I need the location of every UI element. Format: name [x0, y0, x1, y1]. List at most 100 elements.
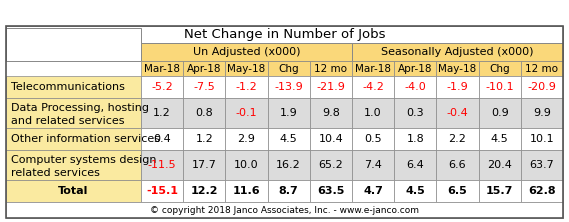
Bar	[521, 98, 563, 128]
Bar	[436, 61, 479, 76]
Bar	[310, 150, 352, 180]
Text: 20.4: 20.4	[487, 160, 512, 170]
Bar	[521, 76, 563, 98]
Text: -15.1: -15.1	[146, 186, 178, 196]
Text: 63.5: 63.5	[317, 186, 345, 196]
Text: 2.9: 2.9	[238, 134, 255, 144]
Text: 11.6: 11.6	[233, 186, 260, 196]
Text: 62.8: 62.8	[528, 186, 556, 196]
Bar	[6, 28, 141, 61]
Bar	[6, 150, 141, 180]
Text: 63.7: 63.7	[530, 160, 554, 170]
Text: 0.8: 0.8	[195, 108, 213, 118]
Text: -10.1: -10.1	[485, 82, 514, 92]
Text: 0.3: 0.3	[406, 108, 424, 118]
Text: -11.5: -11.5	[148, 160, 176, 170]
Text: Un Adjusted (x000): Un Adjusted (x000)	[193, 47, 300, 57]
Bar	[267, 76, 310, 98]
Text: -21.9: -21.9	[316, 82, 345, 92]
Bar	[225, 98, 267, 128]
Text: related services: related services	[11, 168, 100, 178]
Text: 12 mo: 12 mo	[315, 63, 348, 73]
Bar	[6, 26, 563, 43]
Text: 12 mo: 12 mo	[525, 63, 558, 73]
Bar	[521, 128, 563, 150]
Bar	[6, 202, 563, 218]
Bar	[310, 61, 352, 76]
Text: Apr-18: Apr-18	[398, 63, 432, 73]
Text: Computer systems design: Computer systems design	[11, 155, 156, 165]
Bar	[141, 150, 183, 180]
Bar	[183, 150, 225, 180]
Bar	[6, 76, 141, 98]
Bar	[394, 180, 436, 202]
Bar	[141, 43, 352, 61]
Text: Telecommunications: Telecommunications	[11, 82, 125, 92]
Bar	[310, 76, 352, 98]
Text: -1.2: -1.2	[236, 82, 257, 92]
Text: Chg: Chg	[489, 63, 510, 73]
Text: 17.7: 17.7	[192, 160, 217, 170]
Bar	[436, 98, 479, 128]
Text: 4.5: 4.5	[280, 134, 298, 144]
Bar	[225, 61, 267, 76]
Text: 4.7: 4.7	[363, 186, 383, 196]
Bar	[479, 61, 521, 76]
Bar	[183, 76, 225, 98]
Text: and related services: and related services	[11, 116, 125, 126]
Bar	[521, 61, 563, 76]
Text: 2.2: 2.2	[448, 134, 467, 144]
Text: 9.9: 9.9	[533, 108, 551, 118]
Bar	[141, 61, 183, 76]
Bar	[479, 76, 521, 98]
Text: Mar-18: Mar-18	[144, 63, 180, 73]
Text: -7.5: -7.5	[193, 82, 215, 92]
Bar	[141, 98, 183, 128]
Bar	[479, 150, 521, 180]
Bar	[394, 150, 436, 180]
Text: 0.9: 0.9	[491, 108, 509, 118]
Text: Apr-18: Apr-18	[187, 63, 221, 73]
Bar	[225, 150, 267, 180]
Bar	[352, 61, 394, 76]
Bar	[521, 180, 563, 202]
Text: 6.6: 6.6	[449, 160, 467, 170]
Text: -13.9: -13.9	[274, 82, 303, 92]
Text: 1.0: 1.0	[364, 108, 382, 118]
Text: -4.2: -4.2	[362, 82, 384, 92]
Bar	[183, 98, 225, 128]
Text: 65.2: 65.2	[319, 160, 343, 170]
Text: 6.5: 6.5	[448, 186, 467, 196]
Text: Chg: Chg	[278, 63, 299, 73]
Text: -5.2: -5.2	[151, 82, 173, 92]
Bar	[479, 98, 521, 128]
Text: -1.9: -1.9	[447, 82, 468, 92]
Text: -20.9: -20.9	[527, 82, 556, 92]
Text: 10.1: 10.1	[530, 134, 554, 144]
Bar	[141, 180, 183, 202]
Text: 4.5: 4.5	[406, 186, 425, 196]
Text: 0.5: 0.5	[364, 134, 382, 144]
Bar	[436, 150, 479, 180]
Text: 9.8: 9.8	[322, 108, 340, 118]
Bar	[141, 76, 183, 98]
Bar	[352, 43, 563, 61]
Bar	[310, 180, 352, 202]
Text: Mar-18: Mar-18	[355, 63, 391, 73]
Bar	[6, 180, 141, 202]
Text: 16.2: 16.2	[277, 160, 301, 170]
Text: Total: Total	[58, 186, 89, 196]
Bar	[310, 128, 352, 150]
Bar	[479, 180, 521, 202]
Bar	[141, 128, 183, 150]
Text: Net Change in Number of Jobs: Net Change in Number of Jobs	[184, 28, 385, 41]
Bar	[310, 98, 352, 128]
Text: 0.4: 0.4	[153, 134, 171, 144]
Bar	[352, 128, 394, 150]
Text: 7.4: 7.4	[364, 160, 382, 170]
Bar	[183, 128, 225, 150]
Bar	[267, 180, 310, 202]
Text: Data Processing, hosting: Data Processing, hosting	[11, 103, 149, 113]
Text: Seasonally Adjusted (x000): Seasonally Adjusted (x000)	[381, 47, 534, 57]
Bar	[183, 180, 225, 202]
